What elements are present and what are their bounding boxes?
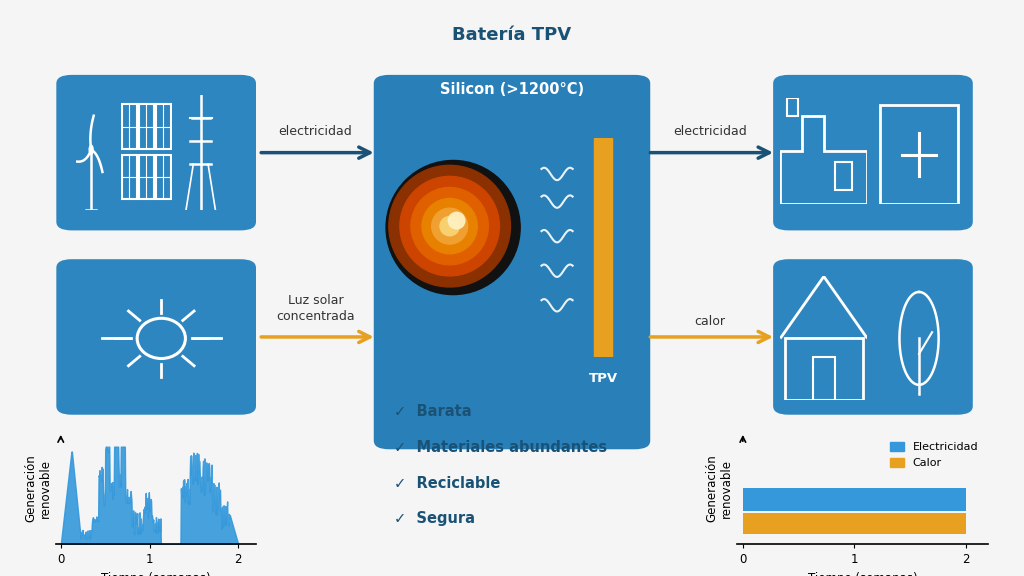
Text: TPV: TPV [589, 372, 617, 385]
Circle shape [400, 176, 500, 276]
Legend: Electricidad, Calor: Electricidad, Calor [886, 438, 983, 473]
X-axis label: Tiempo (semanas): Tiempo (semanas) [101, 572, 211, 576]
Circle shape [440, 217, 460, 236]
Text: electricidad: electricidad [279, 125, 352, 138]
Bar [156, 104, 171, 149]
Bar [835, 162, 852, 190]
Circle shape [389, 165, 511, 287]
Circle shape [449, 213, 465, 229]
Bar [138, 104, 154, 149]
Bar [784, 339, 863, 400]
Text: electricidad: electricidad [673, 125, 746, 138]
Circle shape [432, 208, 468, 244]
Y-axis label: Generación
renovable: Generación renovable [25, 454, 52, 522]
Bar [122, 104, 137, 149]
Circle shape [386, 161, 520, 294]
Text: calor: calor [694, 315, 725, 328]
Bar [156, 155, 171, 199]
Text: Luz solar
concentrada: Luz solar concentrada [276, 294, 354, 323]
FancyArrowPatch shape [261, 331, 370, 343]
Text: Silicon (>1200°C): Silicon (>1200°C) [440, 82, 584, 97]
Text: ✓  Barata: ✓ Barata [394, 404, 472, 419]
Circle shape [422, 199, 477, 254]
FancyArrowPatch shape [261, 147, 370, 158]
Bar [138, 155, 154, 199]
Text: ✓  Materiales abundantes: ✓ Materiales abundantes [394, 440, 607, 455]
Circle shape [411, 187, 488, 265]
Text: Batería TPV: Batería TPV [453, 26, 571, 44]
FancyArrowPatch shape [650, 331, 769, 343]
X-axis label: Tiempo (semanas): Tiempo (semanas) [808, 572, 918, 576]
Bar [594, 138, 612, 357]
Bar [122, 155, 137, 199]
Bar [742, 513, 966, 534]
Bar [813, 357, 835, 400]
Circle shape [89, 145, 93, 154]
Text: ✓  Segura: ✓ Segura [394, 511, 475, 526]
Bar [786, 98, 798, 116]
FancyArrowPatch shape [650, 147, 769, 158]
Y-axis label: Generación
renovable: Generación renovable [706, 454, 733, 522]
Text: ✓  Reciclable: ✓ Reciclable [394, 476, 501, 491]
Bar [742, 488, 966, 510]
